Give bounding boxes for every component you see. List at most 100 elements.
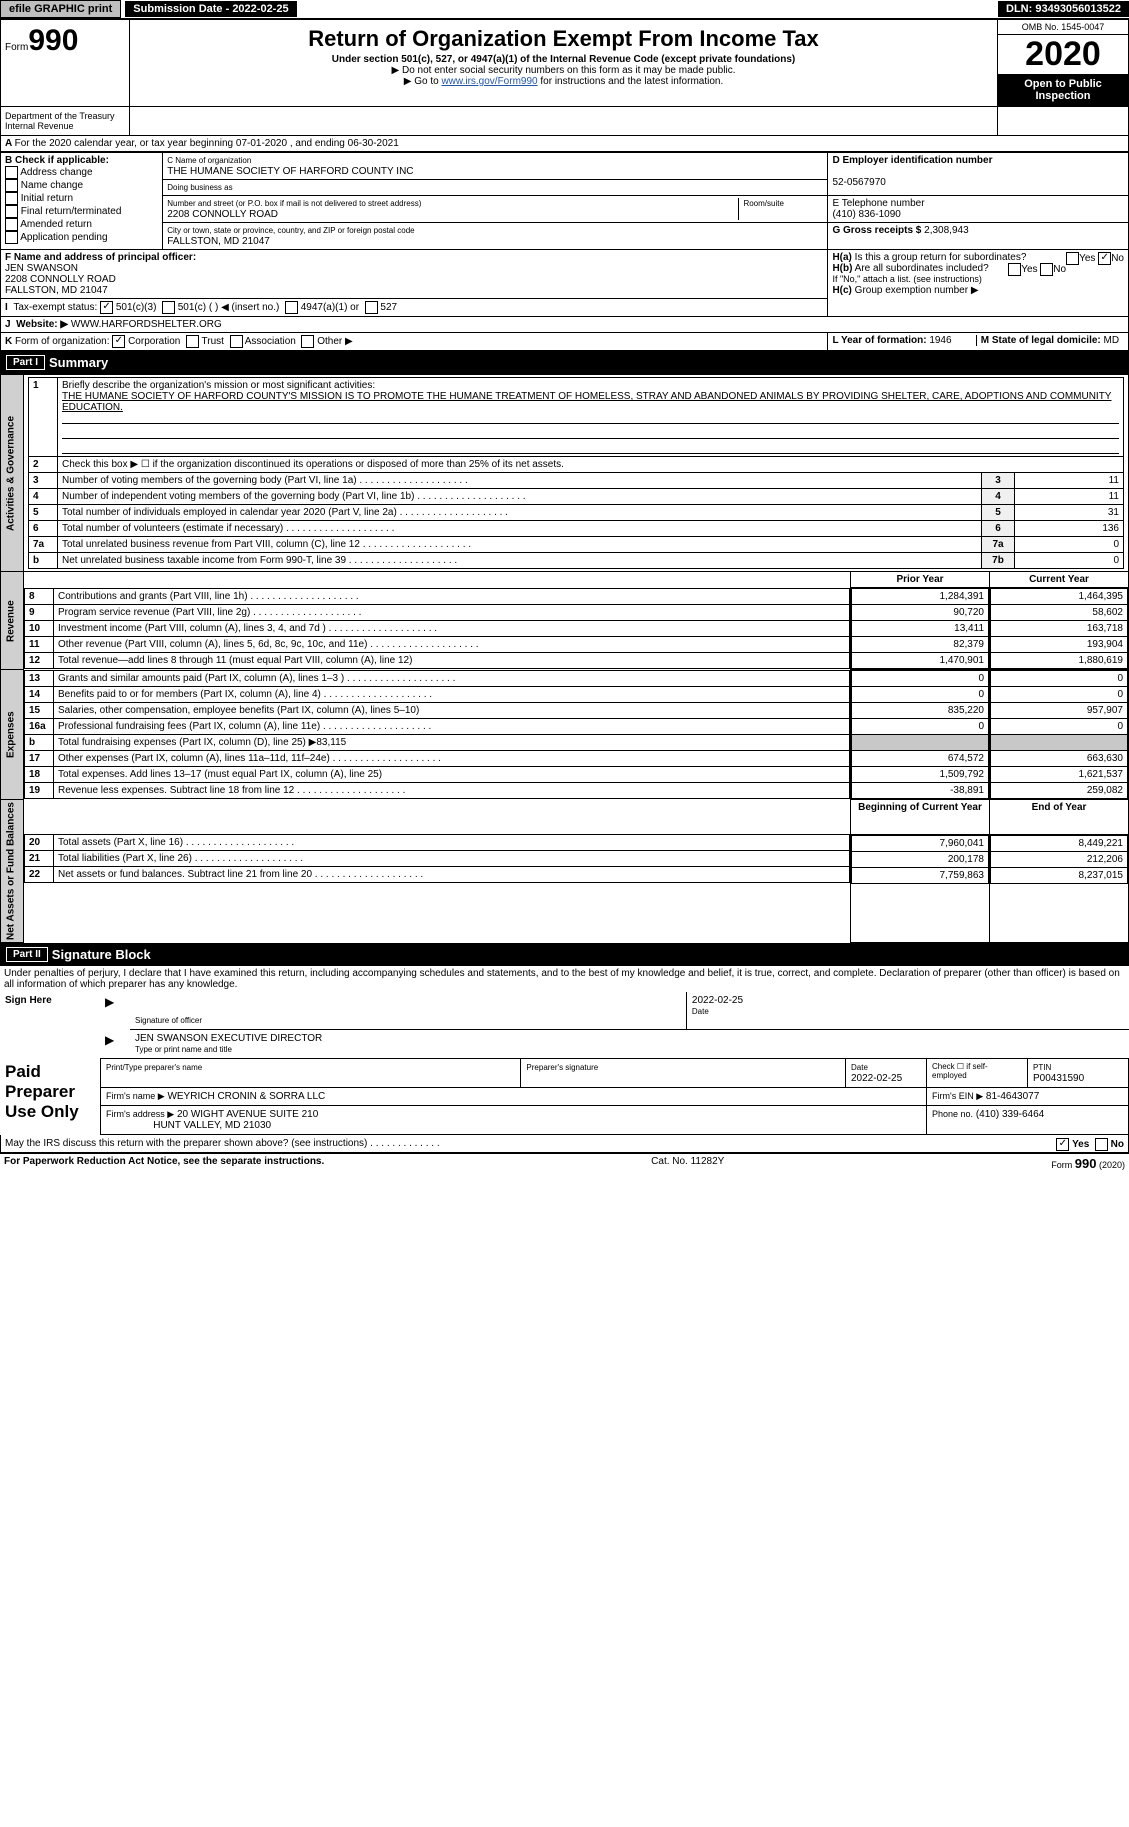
instr-prefix: ▶ Go to	[404, 76, 442, 87]
cy-l20: 8,449,221	[991, 835, 1128, 851]
l20: Total assets (Part X, line 16)	[54, 835, 850, 851]
declaration-text: Under penalties of perjury, I declare th…	[0, 966, 1129, 992]
cy-l15: 957,907	[991, 703, 1128, 719]
opt-address: Address change	[20, 167, 92, 178]
py-l11: 82,379	[852, 637, 989, 653]
firm-addr-label: Firm's address ▶	[106, 1109, 174, 1119]
py-l22: 7,759,863	[852, 867, 989, 883]
firm-name-label: Firm's name ▶	[106, 1091, 165, 1101]
top-bar: efile GRAPHIC print Submission Date - 20…	[0, 0, 1129, 19]
discuss-yes: Yes	[1072, 1139, 1089, 1150]
box-e-label: E Telephone number	[832, 198, 924, 209]
k-trust-checkbox[interactable]	[186, 335, 199, 348]
checkbox-pending[interactable]	[5, 231, 18, 244]
part1-bar: Part I Summary	[0, 351, 1129, 374]
py-l16a: 0	[852, 719, 989, 735]
sign-here-table: Sign Here ▶ Signature of officer 2022-02…	[0, 992, 1129, 1058]
py-l21: 200,178	[852, 851, 989, 867]
k-trust: Trust	[202, 336, 224, 347]
footer-left: For Paperwork Reduction Act Notice, see …	[4, 1156, 324, 1171]
part1-label: Part I	[6, 355, 45, 370]
checkbox-address-change[interactable]	[5, 166, 18, 179]
discuss-yes-checkbox[interactable]: ✓	[1056, 1138, 1069, 1151]
firm-name: WEYRICH CRONIN & SORRA LLC	[167, 1091, 325, 1102]
py-l9: 90,720	[852, 605, 989, 621]
checkbox-name-change[interactable]	[5, 179, 18, 192]
k-corp-checkbox[interactable]: ✓	[112, 335, 125, 348]
box-d-label: D Employer identification number	[832, 155, 992, 166]
ha-yes-checkbox[interactable]	[1066, 252, 1079, 265]
checkbox-initial[interactable]	[5, 192, 18, 205]
checkbox-final[interactable]	[5, 205, 18, 218]
v5: 31	[1015, 505, 1124, 521]
l15: Salaries, other compensation, employee b…	[54, 702, 850, 718]
i-501c-checkbox[interactable]	[162, 301, 175, 314]
city-label: City or town, state or province, country…	[167, 226, 414, 235]
ein-value: 52-0567970	[832, 177, 885, 188]
i-4947-checkbox[interactable]	[285, 301, 298, 314]
l11: Other revenue (Part VIII, column (A), li…	[54, 636, 850, 652]
hb-yes: Yes	[1021, 264, 1037, 275]
form-title: Return of Organization Exempt From Incom…	[134, 26, 993, 52]
form-subtitle: Under section 501(c), 527, or 4947(a)(1)…	[134, 54, 993, 65]
prep-date: 2022-02-25	[851, 1073, 902, 1084]
addr-label: Number and street (or P.O. box if mail i…	[167, 199, 421, 208]
hb-yes-checkbox[interactable]	[1008, 263, 1021, 276]
l18: Total expenses. Add lines 13–17 (must eq…	[54, 766, 850, 782]
k-assoc: Association	[245, 336, 296, 347]
footer-mid: Cat. No. 11282Y	[651, 1156, 724, 1171]
py-l14: 0	[852, 687, 989, 703]
cy-l11: 193,904	[991, 637, 1128, 653]
room-label: Room/suite	[743, 199, 783, 208]
phone-value: (410) 836-1090	[832, 209, 900, 220]
l21: Total liabilities (Part X, line 26)	[54, 851, 850, 867]
sign-here-label: Sign Here	[0, 992, 100, 1058]
side-expenses: Expenses	[5, 711, 16, 758]
hdr-curr: Current Year	[990, 572, 1129, 588]
paid-preparer-table: Paid Preparer Use Only Print/Type prepar…	[0, 1058, 1129, 1135]
ptin-label: PTIN	[1033, 1063, 1051, 1072]
i-501c3-checkbox[interactable]: ✓	[100, 301, 113, 314]
hb-label: Are all subordinates included?	[855, 263, 989, 274]
efile-print-button[interactable]: efile GRAPHIC print	[0, 0, 121, 18]
ha-yes: Yes	[1079, 253, 1095, 264]
discuss-no-checkbox[interactable]	[1095, 1138, 1108, 1151]
footer: For Paperwork Reduction Act Notice, see …	[0, 1153, 1129, 1173]
k-assoc-checkbox[interactable]	[230, 335, 243, 348]
dln-box: DLN: 93493056013522	[998, 1, 1129, 17]
cy-l17: 663,630	[991, 751, 1128, 767]
dept-treasury: Department of the Treasury Internal Reve…	[1, 107, 130, 135]
checkbox-amended[interactable]	[5, 218, 18, 231]
ha-label: Is this a group return for subordinates?	[855, 252, 1027, 263]
hb-no-checkbox[interactable]	[1040, 263, 1053, 276]
ptin-value: P00431590	[1033, 1073, 1084, 1084]
officer-addr1: 2208 CONNOLLY ROAD	[5, 274, 116, 285]
ha-no-checkbox[interactable]: ✓	[1098, 252, 1111, 265]
i-501c3: 501(c)(3)	[116, 302, 157, 313]
part1-table: Activities & Governance 1Briefly describ…	[0, 374, 1129, 943]
firm-phone: (410) 339-6464	[976, 1109, 1044, 1120]
officer-addr2: FALLSTON, MD 21047	[5, 285, 108, 296]
cy-l16b-grey	[991, 735, 1128, 751]
cy-l22: 8,237,015	[991, 867, 1128, 883]
l7a: Total unrelated business revenue from Pa…	[58, 537, 982, 553]
firm-phone-label: Phone no.	[932, 1109, 973, 1119]
state-domicile: MD	[1104, 335, 1120, 346]
omb-number: OMB No. 1545-0047	[998, 20, 1128, 35]
header-info-table: B Check if applicable: Address change Na…	[0, 152, 1129, 351]
open-inspection: Open to Public Inspection	[998, 74, 1128, 106]
l19: Revenue less expenses. Subtract line 18 …	[54, 782, 850, 798]
typed-name: JEN SWANSON EXECUTIVE DIRECTOR	[135, 1033, 322, 1044]
py-l20: 7,960,041	[852, 835, 989, 851]
i-527-checkbox[interactable]	[365, 301, 378, 314]
hdr-prior: Prior Year	[851, 572, 990, 588]
tax-year: 2020	[998, 35, 1128, 74]
py-l17: 674,572	[852, 751, 989, 767]
i-4947: 4947(a)(1) or	[301, 302, 359, 313]
k-other-checkbox[interactable]	[301, 335, 314, 348]
l14: Benefits paid to or for members (Part IX…	[54, 686, 850, 702]
l2: Check this box ▶ ☐ if the organization d…	[58, 457, 1124, 473]
box-m-label: M State of legal domicile:	[981, 335, 1101, 346]
irs-link[interactable]: www.irs.gov/Form990	[441, 76, 537, 87]
cy-l13: 0	[991, 671, 1128, 687]
